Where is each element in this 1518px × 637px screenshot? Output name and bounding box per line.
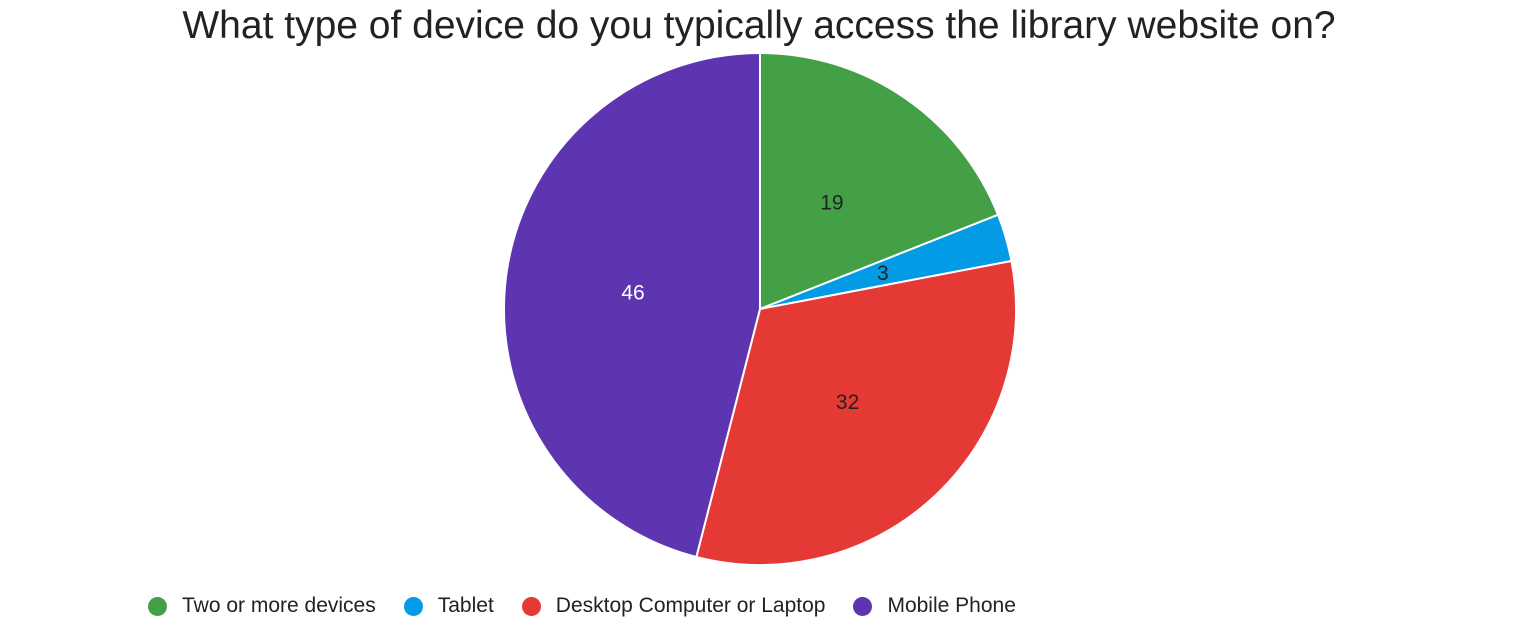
- slice-label-desktop-computer-or-laptop: 32: [836, 391, 859, 414]
- pie-slices: [503, 52, 1017, 566]
- legend-label: Desktop Computer or Laptop: [555, 594, 826, 617]
- legend-item-tablet[interactable]: Tablet: [403, 594, 494, 618]
- chart-title: What type of device do you typically acc…: [182, 4, 1336, 47]
- legend-label: Two or more devices: [182, 594, 376, 617]
- slice-label-tablet: 3: [877, 262, 889, 285]
- slice-label-two-or-more-devices: 19: [820, 192, 843, 215]
- legend-swatch: [521, 596, 541, 616]
- pie-slice-desktop-computer-or-laptop[interactable]: [695, 260, 1017, 566]
- legend-swatch: [148, 596, 167, 616]
- legend-swatch: [853, 596, 873, 616]
- pie-labels: 19 3 32 46: [621, 192, 888, 414]
- legend: Two or more devices Tablet Desktop Compute…: [148, 592, 1044, 620]
- legend-label: Tablet: [437, 594, 494, 617]
- legend-item-mobile-phone[interactable]: Mobile Phone: [853, 594, 1016, 618]
- legend-item-two-or-more-devices[interactable]: Two or more devices: [148, 594, 376, 618]
- legend-item-desktop-computer-or-laptop[interactable]: Desktop Computer or Laptop: [521, 594, 826, 618]
- pie-slice-two-or-more-devices[interactable]: [759, 52, 1000, 310]
- pie-slice-mobile-phone[interactable]: [503, 52, 761, 558]
- legend-label: Mobile Phone: [887, 594, 1016, 617]
- slice-label-mobile-phone: 46: [621, 282, 644, 305]
- legend-swatch: [403, 596, 423, 616]
